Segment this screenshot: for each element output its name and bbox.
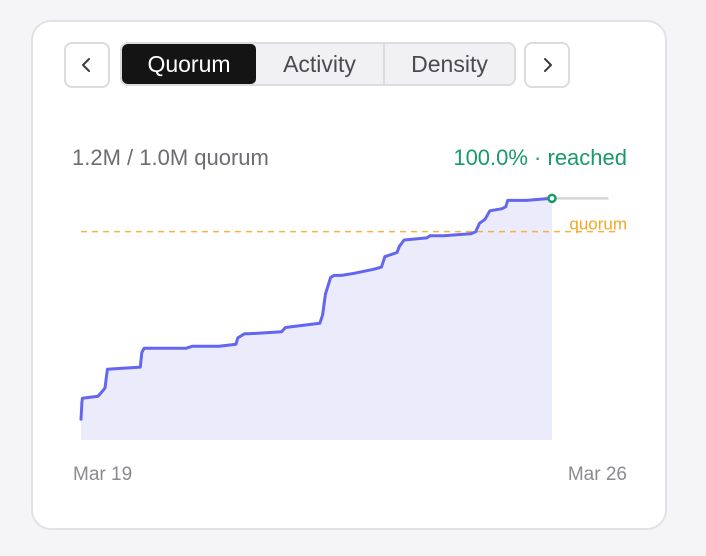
- chevron-right-icon: [544, 58, 552, 72]
- previous-button[interactable]: [64, 42, 110, 88]
- tab-quorum[interactable]: Quorum: [122, 44, 256, 84]
- next-button[interactable]: [524, 42, 570, 88]
- chevron-left-icon: [82, 58, 90, 72]
- quorum-progress-text: 1.2M / 1.0M quorum: [72, 145, 269, 170]
- area-fill: [81, 198, 552, 440]
- quorum-series-line: [79, 196, 554, 421]
- x-tick-label-end: Mar 26: [567, 464, 627, 485]
- quorum-status-text: 100.0% · reached: [453, 145, 627, 170]
- tab-activity[interactable]: Activity: [256, 44, 385, 84]
- quorum-threshold-label: quorum: [569, 215, 627, 234]
- x-tick-label-start: Mar 19: [73, 464, 133, 485]
- tab-density[interactable]: Density: [411, 50, 488, 77]
- view-tabs: Quorum Activity Density: [120, 42, 516, 86]
- current-point-marker: [547, 193, 557, 204]
